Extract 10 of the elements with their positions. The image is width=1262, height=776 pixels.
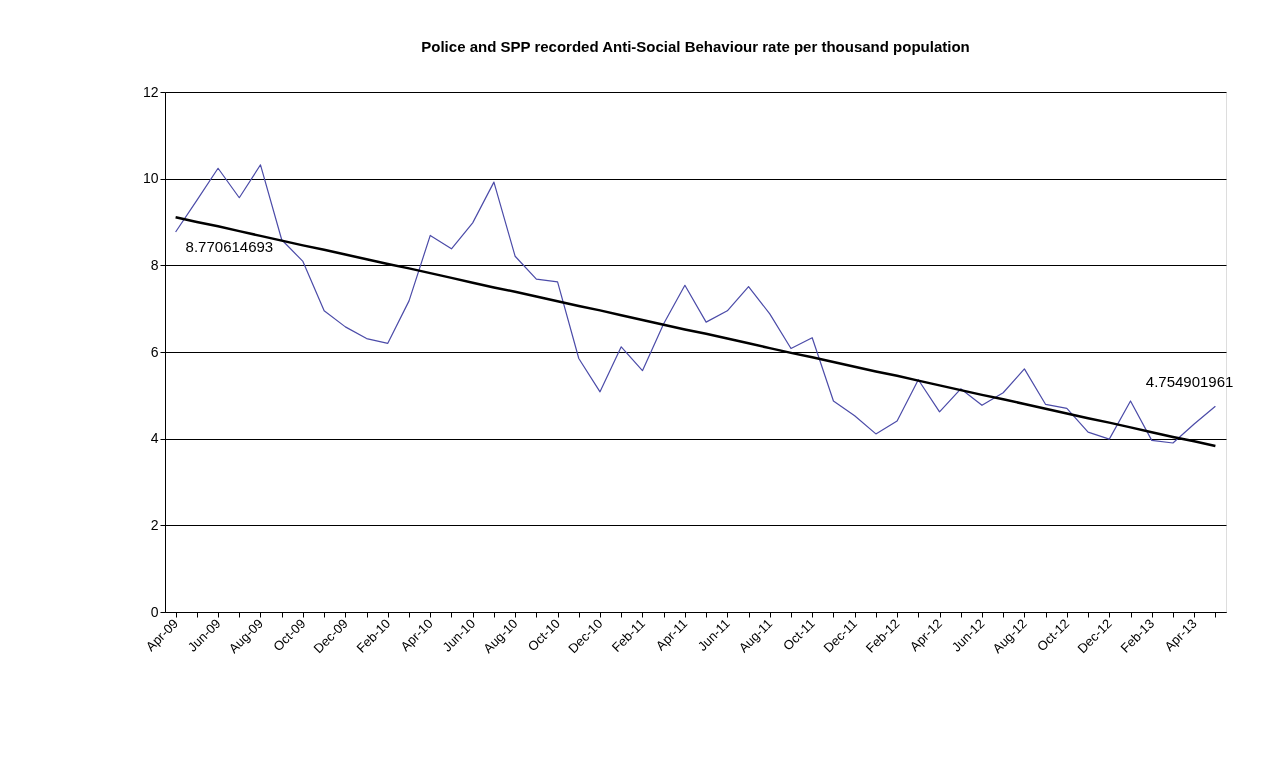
y-tick-label: 6 [150,343,159,360]
y-tick-label: 2 [150,516,159,533]
y-tick-label: 10 [142,170,159,187]
y-tick-label: 12 [142,83,159,100]
y-tick-label: 0 [150,603,159,620]
y-tick-label: 8 [150,256,159,273]
annotation: 8.770614693 [185,237,274,255]
chart-title: Police and SPP recorded Anti-Social Behaviour rate per thousand population [421,38,970,55]
y-tick-label: 4 [150,430,159,447]
annotation: 4.754901961 [1145,373,1234,391]
